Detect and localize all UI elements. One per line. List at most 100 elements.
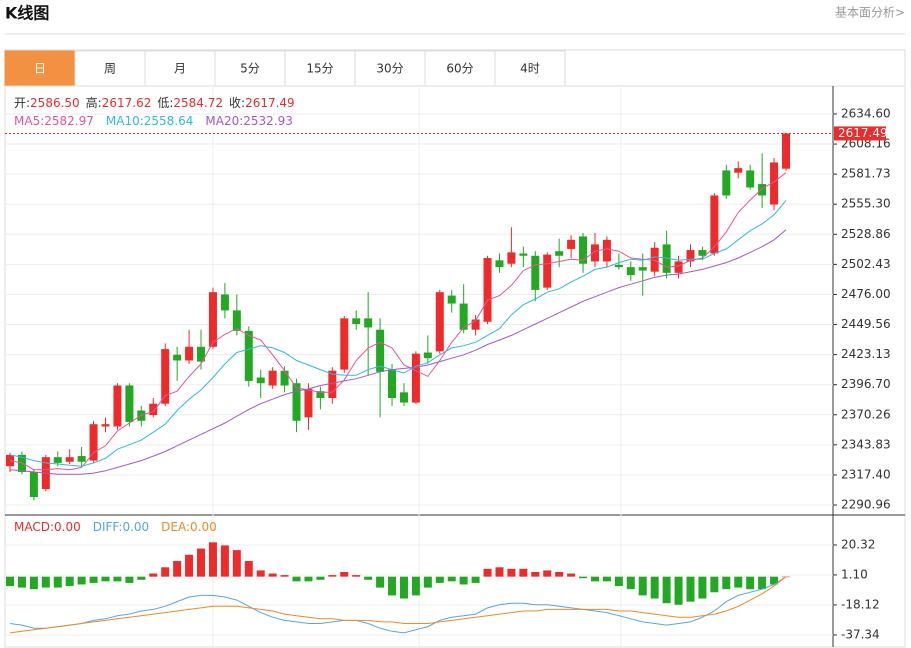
- legend-value: 0.00: [190, 520, 217, 534]
- macd-bar: [376, 576, 385, 588]
- last-price-tag: [834, 126, 886, 141]
- candle-body: [638, 267, 647, 271]
- macd-bar: [626, 576, 635, 590]
- legend-value: 2582.97: [44, 114, 94, 128]
- macd-bar: [6, 576, 14, 587]
- candle-body: [543, 254, 552, 288]
- macd-bar: [328, 575, 337, 577]
- y-tick-label: 2423.13: [841, 347, 891, 361]
- macd-bar: [483, 568, 492, 577]
- y-tick-label: 2317.40: [841, 467, 891, 481]
- candle-body: [602, 239, 611, 262]
- macd-bar: [268, 573, 277, 577]
- macd-bar: [698, 576, 707, 599]
- candle-body: [328, 370, 337, 399]
- y-tick-label: 2370.26: [841, 407, 891, 421]
- candle-body: [399, 392, 408, 403]
- macd-bar: [137, 576, 146, 580]
- macd-bar: [770, 576, 779, 585]
- candle-body: [411, 353, 420, 403]
- macd-bar: [316, 576, 325, 580]
- macd-bar: [758, 576, 767, 590]
- y-tick-label: 2396.70: [841, 377, 891, 391]
- macd-bar: [77, 576, 86, 585]
- candle-body: [722, 170, 731, 196]
- y-tick-label: 2449.56: [841, 317, 891, 331]
- fundamental-link[interactable]: 基本面分析>: [835, 6, 905, 20]
- y-tick-label: -18.12: [841, 597, 880, 611]
- candle-body: [698, 250, 707, 256]
- legend-label: MA20:: [205, 114, 243, 128]
- candle-body: [185, 346, 194, 361]
- candle-body: [173, 354, 182, 361]
- macd-bar: [149, 573, 158, 577]
- candle-body: [352, 318, 361, 325]
- candle-body: [149, 403, 158, 416]
- macd-bar: [89, 576, 98, 583]
- tab[interactable]: [494, 50, 566, 87]
- candle-body: [423, 352, 432, 359]
- candle-body: [579, 236, 588, 264]
- legend-value: 0.00: [54, 520, 81, 534]
- candle-body: [746, 170, 755, 188]
- tab-label[interactable]: 4时: [520, 62, 540, 76]
- macd-bar: [399, 576, 408, 599]
- tab[interactable]: [74, 50, 146, 87]
- legend-label: 高:: [86, 95, 102, 110]
- legend-label: MACD:: [14, 520, 54, 534]
- indicator-line: [9, 576, 787, 634]
- tab-label[interactable]: 月: [174, 62, 186, 76]
- macd-bar: [686, 576, 695, 602]
- macd-bar: [29, 576, 38, 590]
- macd-bar: [340, 571, 349, 577]
- tab-label[interactable]: 5分: [240, 62, 260, 76]
- macd-bar: [232, 550, 241, 577]
- candle-body: [770, 162, 779, 205]
- macd-bar: [662, 576, 671, 604]
- tab-label[interactable]: 60分: [446, 62, 473, 76]
- indicator-line: [9, 200, 787, 467]
- tab-label[interactable]: 日: [34, 62, 46, 76]
- macd-bar: [423, 576, 432, 588]
- macd-bar: [208, 542, 217, 577]
- candle-body: [197, 346, 206, 362]
- tab-label[interactable]: 15分: [306, 62, 333, 76]
- tab-label[interactable]: 30分: [376, 62, 403, 76]
- y-tick-label: 2634.60: [841, 106, 891, 120]
- candle-body: [459, 303, 468, 330]
- indicator-line: [9, 172, 787, 471]
- candle-body: [268, 370, 277, 386]
- candle-body: [232, 310, 241, 331]
- legend: 开:2586.50 高:2617.62 低:2584.72 收:2617.49: [14, 95, 295, 110]
- legend-value: 0.00: [122, 520, 149, 534]
- tab[interactable]: [354, 50, 426, 87]
- candle-body: [483, 258, 492, 322]
- legend-value: 2584.72: [173, 96, 223, 110]
- page-title: K线图: [5, 4, 49, 23]
- candle-body: [304, 388, 313, 418]
- macd-bar: [734, 576, 743, 588]
- candle-body: [340, 318, 349, 370]
- macd-bar: [674, 576, 683, 605]
- candle-body: [376, 329, 385, 372]
- candle-body: [555, 251, 564, 256]
- candle-body: [734, 168, 743, 173]
- macd-bar: [388, 576, 397, 596]
- candle-body: [507, 252, 516, 264]
- legend-label: 收:: [229, 96, 245, 110]
- candle-body: [531, 255, 540, 290]
- candle-body: [650, 247, 659, 272]
- macd-bar: [650, 576, 659, 599]
- legend-label: 低:: [157, 96, 173, 110]
- y-tick-label: 20.32: [841, 537, 875, 551]
- legend-label: DIFF:: [93, 520, 123, 534]
- candle-body: [292, 383, 301, 421]
- y-tick-label: 2502.43: [841, 257, 891, 271]
- macd-bar: [173, 561, 182, 577]
- macd-bar: [17, 576, 26, 588]
- y-tick-label: 1.10: [841, 567, 868, 581]
- legend-label: MA5:: [14, 114, 44, 128]
- candle-body: [364, 318, 373, 328]
- tab-label[interactable]: 周: [104, 62, 116, 76]
